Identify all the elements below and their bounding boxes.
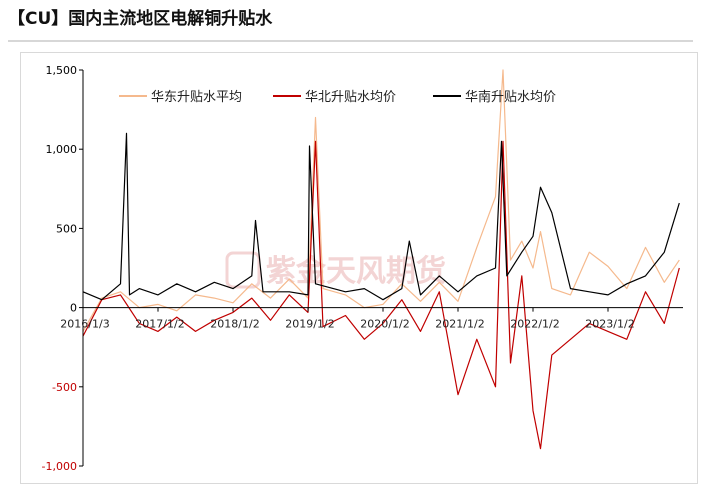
series-layer — [82, 69, 680, 450]
chart-frame: 紫金天风期货 -1,000 -500 0 500 1,000 1,500 2016/1/3 2… — [20, 52, 698, 484]
y-tick-label: 500 — [56, 222, 77, 235]
copper-premium-line-chart: 紫金天风期货 -1,000 -500 0 500 1,000 1,500 2016/1/3 2… — [42, 64, 683, 473]
title-divider — [8, 40, 693, 42]
y-tick-label: 0 — [70, 302, 77, 315]
x-tick-label: 2020/1/2 — [360, 318, 409, 331]
x-tick-label: 2017/1/2 — [135, 318, 184, 331]
legend-label-0: 华东升贴水平均 — [151, 90, 242, 105]
x-tick-label: 2016/1/3 — [60, 318, 109, 331]
legend-label-1: 华北升贴水均价 — [305, 90, 396, 105]
x-tick-label: 2019/1/2 — [285, 318, 334, 331]
series-line-1 — [82, 140, 680, 450]
watermark-logo — [225, 251, 261, 289]
y-tick-label: -500 — [52, 381, 77, 394]
x-tick-label: 2022/1/2 — [510, 318, 559, 331]
legend-label-2: 华南升贴水均价 — [465, 89, 556, 105]
y-tick-label: 1,500 — [46, 64, 78, 77]
page-title: 【CU】国内主流地区电解铜升贴水 — [8, 9, 273, 29]
axis-layer: -1,000 -500 0 500 1,000 1,500 2016/1/3 2017/1/2… — [42, 64, 683, 473]
x-tick-label: 2018/1/2 — [210, 318, 259, 331]
series-line-2 — [82, 132, 680, 301]
x-tick-label: 2021/1/2 — [435, 318, 484, 331]
watermark-text: 紫金天风期货 — [266, 254, 446, 289]
y-tick-label: 1,000 — [46, 143, 78, 156]
series-line-0 — [82, 69, 680, 332]
x-tick-label: 2023/1/2 — [585, 318, 634, 331]
y-tick-label: -1,000 — [42, 460, 77, 473]
legend: 华东升贴水平均 华北升贴水均价 华南升贴水均价 — [119, 89, 556, 105]
